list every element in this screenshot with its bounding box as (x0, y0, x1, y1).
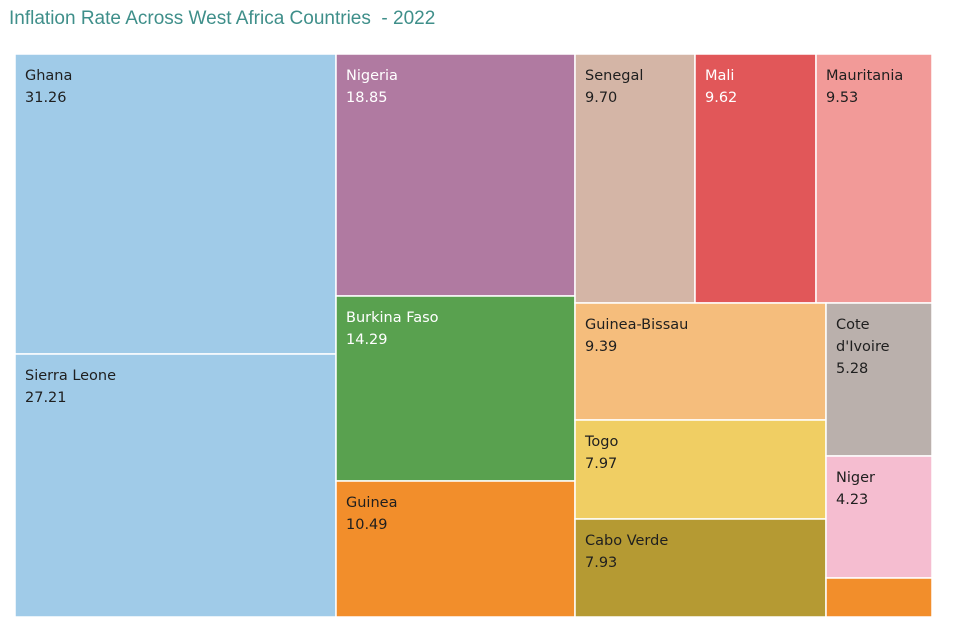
tile-rect-mali (694, 53, 817, 304)
tile-rect-sierra-leone (14, 353, 337, 618)
tile-rect-guinea-bissau (574, 302, 827, 421)
tile-rect-burkina-faso (335, 295, 576, 482)
tile-name-guinea-bissau: Guinea-Bissau (585, 317, 688, 333)
tile-value-niger: 4.23 (836, 492, 868, 508)
tile-value-mauritania: 9.53 (826, 90, 858, 106)
tile-cote-d-ivoire: Cote d'Ivoire 5.28 (825, 302, 933, 457)
tile-name-mauritania: Mauritania (826, 68, 903, 84)
tile-rect-guinea (335, 480, 576, 618)
tile-value-sierra-leone: 27.21 (25, 390, 67, 406)
tile-value-cote-d-ivoire: 5.28 (836, 361, 868, 377)
tile-rect-nigeria (335, 53, 576, 297)
tile-name-togo: Togo (584, 434, 618, 450)
tile-mali: Mali 9.62 (694, 53, 817, 304)
tile-cabo-verde: Cabo Verde 7.93 (574, 518, 827, 618)
tile-rect-other-13 (825, 577, 933, 618)
tile-name-nigeria: Nigeria (346, 68, 398, 84)
tile-burkina-faso: Burkina Faso 14.29 (335, 295, 576, 482)
tile-rect-mauritania (815, 53, 933, 304)
tile-value-mali: 9.62 (705, 90, 737, 106)
tile-name-cote-d-ivoire-0: Cote (836, 317, 870, 333)
tile-name-cote-d-ivoire-1: d'Ivoire (836, 339, 890, 355)
tile-name-cabo-verde: Cabo Verde (585, 533, 668, 549)
tile-name-burkina-faso: Burkina Faso (346, 310, 439, 326)
tile-rect-cabo-verde (574, 518, 827, 618)
tile-value-cabo-verde: 7.93 (585, 555, 617, 571)
tile-name-sierra-leone: Sierra Leone (25, 368, 116, 384)
tile-name-guinea: Guinea (346, 495, 397, 511)
tile-rect-cote-d-ivoire (825, 302, 933, 457)
tile-senegal: Senegal 9.70 (574, 53, 696, 304)
tile-value-ghana: 31.26 (25, 90, 67, 106)
tile-mauritania: Mauritania 9.53 (815, 53, 933, 304)
tile-other-13 (825, 577, 933, 618)
tile-value-guinea-bissau: 9.39 (585, 339, 617, 355)
tile-value-nigeria: 18.85 (346, 90, 388, 106)
tile-guinea: Guinea 10.49 (335, 480, 576, 618)
tile-value-togo: 7.97 (585, 456, 617, 472)
tile-togo: Togo 7.97 (574, 419, 827, 520)
tile-nigeria: Nigeria 18.85 (335, 53, 576, 297)
tile-guinea-bissau: Guinea-Bissau 9.39 (574, 302, 827, 421)
tile-name-mali: Mali (705, 68, 734, 84)
tile-sierra-leone: Sierra Leone 27.21 (14, 353, 337, 618)
tile-value-senegal: 9.70 (585, 90, 617, 106)
tile-rect-togo (574, 419, 827, 520)
chart-title: Inflation Rate Across West Africa Countr… (9, 8, 436, 29)
tile-value-burkina-faso: 14.29 (346, 332, 388, 348)
tile-value-guinea: 10.49 (346, 517, 388, 533)
tile-name-senegal: Senegal (585, 68, 643, 84)
tile-name-niger: Niger (836, 470, 875, 486)
tile-ghana: Ghana 31.26 (14, 53, 337, 355)
tile-niger: Niger 4.23 (825, 455, 933, 579)
tile-name-ghana: Ghana (25, 68, 72, 84)
tile-rect-ghana (14, 53, 337, 355)
